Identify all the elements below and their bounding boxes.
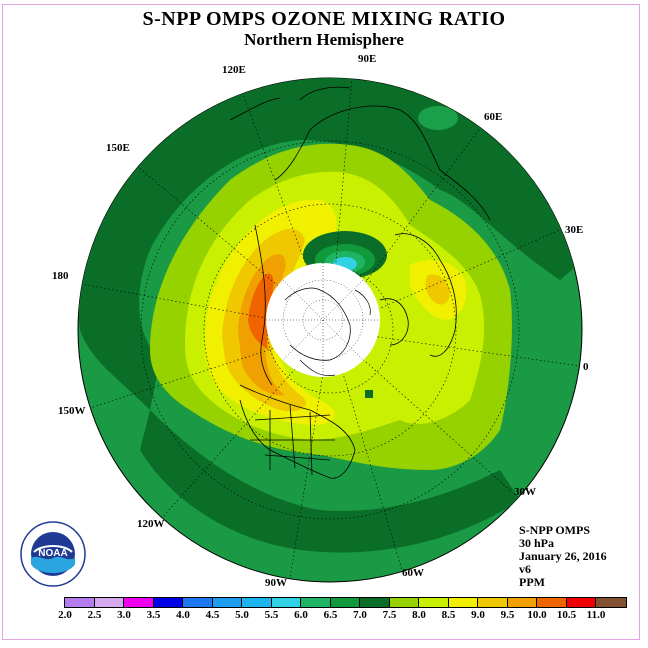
lon-label-30e: 30E (565, 224, 583, 236)
colorbar-cell (596, 598, 626, 607)
noaa-logo-icon: NOAA (20, 521, 86, 587)
colorbar-tick-label: 4.5 (205, 609, 220, 621)
colorbar-cell (537, 598, 567, 607)
lon-label-60w: 60W (402, 567, 424, 579)
contour-7-0-south (140, 410, 520, 553)
noaa-logo-text: NOAA (38, 548, 67, 559)
colorbar-cell (65, 598, 95, 607)
colorbar-cell (389, 598, 419, 607)
colorbar-cell (124, 598, 154, 607)
colorbar-tick-label: 4.0 (176, 609, 190, 621)
map-title: S-NPP OMPS OZONE MIXING RATIO (142, 8, 506, 30)
colorbar-cell (242, 598, 272, 607)
info-units: PPM (519, 575, 545, 589)
colorbar-tick-label: 6.0 (294, 609, 308, 621)
colorbar-tick-label: 9.5 (500, 609, 515, 621)
colorbar-tick-label: 7.0 (353, 609, 367, 621)
contour-6-5-patch (418, 106, 458, 130)
colorbar-tick-label: 5.0 (235, 609, 249, 621)
colorbar-tick-label: 5.5 (264, 609, 279, 621)
contour-7-0 (78, 78, 582, 410)
colorbar-cell (271, 598, 301, 607)
info-instrument: S-NPP OMPS (519, 523, 590, 537)
lon-label-120e: 120E (222, 64, 246, 76)
colorbar-tick-label: 9.0 (471, 609, 485, 621)
colorbar-cell (478, 598, 508, 607)
colorbar-ticks: 2.0 2.5 3.0 3.5 4.0 4.5 5.0 5.5 6.0 6.5 7.0 7.5 8.0 8… (50, 609, 610, 623)
colorbar-tick-label: 11.0 (586, 609, 606, 621)
colorbar-cell (419, 598, 449, 607)
lon-label-180: 180 (52, 270, 69, 282)
coastlines (229, 86, 491, 479)
lon-label-150w: 150W (58, 405, 86, 417)
contour-7-0-patch (365, 390, 373, 398)
colorbar (64, 597, 627, 608)
colorbar-cell (507, 598, 537, 607)
lon-label-90e: 90E (358, 53, 376, 65)
lon-label-30w: 30W (514, 486, 536, 498)
colorbar-tick-label: 8.0 (412, 609, 426, 621)
polar-cap-coastlines (284, 287, 371, 376)
contour-9-0-east (425, 274, 450, 305)
colorbar-tick-label: 10.0 (527, 609, 547, 621)
plot-frame (2, 4, 640, 640)
info-level: 30 hPa (519, 536, 555, 550)
colorbar-cell (183, 598, 213, 607)
colorbar-cell (301, 598, 331, 607)
polar-cap-graticule (266, 263, 380, 377)
lon-label-150e: 150E (106, 142, 130, 154)
colorbar-tick-label: 2.5 (87, 609, 102, 621)
lon-label-0: 0 (583, 361, 589, 373)
colorbar-cell (94, 598, 124, 607)
lon-label-90w: 90W (265, 577, 287, 589)
info-version: v6 (519, 562, 531, 576)
colorbar-tick-label: 6.5 (323, 609, 338, 621)
colorbar-cell (330, 598, 360, 607)
colorbar-cell (448, 598, 478, 607)
colorbar-tick-label: 7.5 (382, 609, 397, 621)
colorbar-cell (360, 598, 390, 607)
colorbar-tick-label: 8.5 (441, 609, 456, 621)
colorbar-cell (566, 598, 596, 607)
colorbar-tick-label: 2.0 (58, 609, 72, 621)
info-date: January 26, 2016 (519, 549, 607, 563)
colorbar-tick-label: 3.5 (146, 609, 161, 621)
lon-label-120w: 120W (137, 518, 165, 530)
colorbar-tick-label: 3.0 (117, 609, 131, 621)
product-info: S-NPP OMPS 30 hPa January 26, 2016 v6 PP… (519, 524, 607, 589)
lon-label-60e: 60E (484, 111, 502, 123)
map-subtitle: Northern Hemisphere (244, 30, 404, 49)
colorbar-cell (153, 598, 183, 607)
colorbar-tick-label: 10.5 (556, 609, 577, 621)
colorbar-cell (212, 598, 242, 607)
